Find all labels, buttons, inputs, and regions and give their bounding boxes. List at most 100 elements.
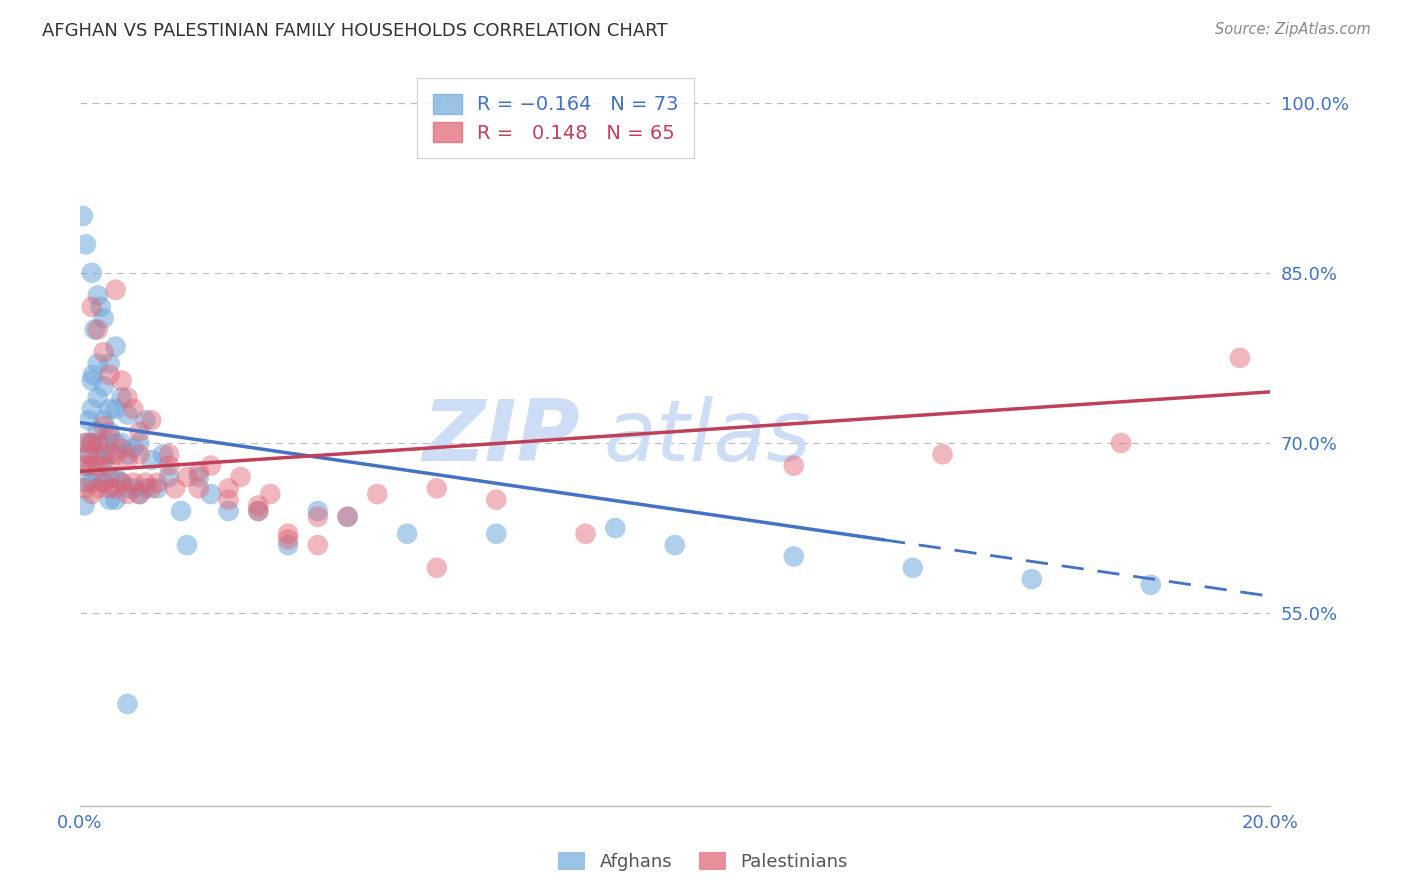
Point xyxy=(86,288,108,302)
Point xyxy=(104,492,127,507)
Point xyxy=(128,425,150,439)
Point xyxy=(98,447,121,461)
Point xyxy=(1229,351,1251,365)
Point xyxy=(93,379,115,393)
Point xyxy=(783,549,806,564)
Point xyxy=(396,526,419,541)
Point xyxy=(141,413,163,427)
Point xyxy=(259,487,281,501)
Point xyxy=(93,345,115,359)
Point xyxy=(98,481,121,495)
Point xyxy=(80,266,103,280)
Text: ZIP: ZIP xyxy=(422,396,579,479)
Point xyxy=(80,458,103,473)
Point xyxy=(277,533,299,547)
Point xyxy=(128,436,150,450)
Point xyxy=(128,487,150,501)
Text: Source: ZipAtlas.com: Source: ZipAtlas.com xyxy=(1215,22,1371,37)
Point xyxy=(901,561,924,575)
Point xyxy=(83,322,105,336)
Point xyxy=(931,447,953,461)
Point xyxy=(93,436,115,450)
Point xyxy=(176,470,198,484)
Point xyxy=(75,436,97,450)
Legend: Afghans, Palestinians: Afghans, Palestinians xyxy=(551,845,855,879)
Point xyxy=(176,538,198,552)
Point xyxy=(86,481,108,495)
Point xyxy=(110,391,132,405)
Point xyxy=(117,447,139,461)
Point xyxy=(485,492,508,507)
Text: AFGHAN VS PALESTINIAN FAMILY HOUSEHOLDS CORRELATION CHART: AFGHAN VS PALESTINIAN FAMILY HOUSEHOLDS … xyxy=(42,22,668,40)
Point xyxy=(93,475,115,490)
Point xyxy=(98,430,121,444)
Point xyxy=(336,509,359,524)
Point xyxy=(104,481,127,495)
Point xyxy=(426,481,449,495)
Point xyxy=(98,357,121,371)
Point xyxy=(75,458,97,473)
Point xyxy=(122,401,145,416)
Point xyxy=(73,481,96,495)
Point xyxy=(152,447,174,461)
Point xyxy=(134,481,156,495)
Point xyxy=(1139,578,1161,592)
Point xyxy=(80,487,103,501)
Point xyxy=(86,470,108,484)
Point xyxy=(86,357,108,371)
Point xyxy=(117,391,139,405)
Point xyxy=(218,504,240,518)
Point xyxy=(72,209,94,223)
Point xyxy=(229,470,252,484)
Point xyxy=(170,504,193,518)
Point xyxy=(426,561,449,575)
Point xyxy=(165,481,187,495)
Point xyxy=(122,481,145,495)
Point xyxy=(187,464,209,478)
Point xyxy=(277,538,299,552)
Point xyxy=(80,401,103,416)
Point xyxy=(574,526,596,541)
Point xyxy=(307,509,329,524)
Point xyxy=(75,436,97,450)
Point xyxy=(80,374,103,388)
Point xyxy=(307,538,329,552)
Point xyxy=(86,391,108,405)
Point xyxy=(187,481,209,495)
Point xyxy=(146,481,169,495)
Point xyxy=(98,401,121,416)
Point xyxy=(117,453,139,467)
Point xyxy=(75,475,97,490)
Point xyxy=(93,447,115,461)
Point xyxy=(86,458,108,473)
Point xyxy=(77,447,100,461)
Point xyxy=(128,487,150,501)
Point xyxy=(104,436,127,450)
Point xyxy=(122,442,145,456)
Point xyxy=(93,453,115,467)
Point xyxy=(98,492,121,507)
Text: atlas: atlas xyxy=(603,396,811,479)
Point xyxy=(93,413,115,427)
Point xyxy=(86,447,108,461)
Point xyxy=(134,413,156,427)
Point xyxy=(82,368,104,382)
Point xyxy=(98,425,121,439)
Point xyxy=(277,526,299,541)
Point xyxy=(80,300,103,314)
Point xyxy=(157,458,180,473)
Point xyxy=(110,442,132,456)
Point xyxy=(104,339,127,353)
Point xyxy=(90,300,112,314)
Point xyxy=(307,504,329,518)
Point xyxy=(200,487,222,501)
Point xyxy=(664,538,686,552)
Point xyxy=(117,408,139,422)
Point xyxy=(117,481,139,495)
Point xyxy=(110,475,132,490)
Point xyxy=(117,487,139,501)
Point xyxy=(122,475,145,490)
Point xyxy=(76,458,98,473)
Point xyxy=(134,475,156,490)
Point xyxy=(86,425,108,439)
